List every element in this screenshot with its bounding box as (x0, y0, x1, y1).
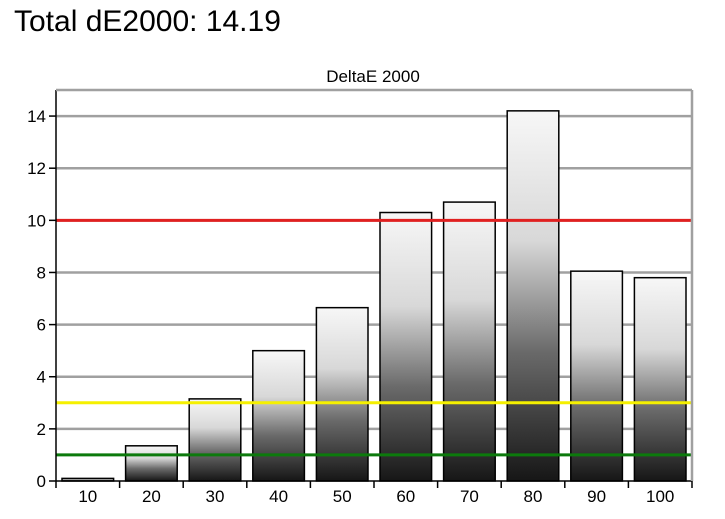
grid-layer (56, 114, 692, 431)
bar-40 (252, 349, 306, 482)
bar-60 (379, 211, 433, 482)
bar-100 (633, 276, 687, 482)
y-tick-label: 2 (37, 420, 46, 439)
chart-title: DeltaE 2000 (326, 67, 420, 86)
x-tick-label: 70 (460, 487, 479, 506)
x-tick-label: 40 (269, 487, 288, 506)
x-tick-label: 30 (206, 487, 225, 506)
bar-70 (442, 201, 496, 482)
bar-90 (570, 270, 624, 482)
x-tick-label: 90 (587, 487, 606, 506)
x-tick-label: 60 (396, 487, 415, 506)
axis-layer: 0 2 4 6 8 10 12 14 10 20 30 40 50 60 70 80 90 100 (27, 88, 694, 506)
y-tick-label: 4 (37, 368, 46, 387)
x-tick-label: 50 (333, 487, 352, 506)
y-tick-label: 10 (27, 211, 46, 230)
x-tick-label: 10 (78, 487, 97, 506)
y-tick-label: 6 (37, 316, 46, 335)
bars-layer (61, 110, 687, 482)
x-tick-label: 80 (524, 487, 543, 506)
y-tick-label: 12 (27, 159, 46, 178)
page-title: Total dE2000: 14.19 (14, 5, 281, 38)
bar-20 (124, 445, 178, 482)
bar-50 (315, 306, 369, 482)
y-tick-label: 8 (37, 263, 46, 282)
x-tick-label: 100 (646, 487, 674, 506)
bar-80 (506, 110, 560, 482)
bar-30 (188, 398, 242, 482)
y-tick-label: 14 (27, 107, 46, 126)
threshold-layer (56, 218, 692, 457)
x-tick-label: 20 (142, 487, 161, 506)
y-tick-label: 0 (37, 472, 46, 491)
